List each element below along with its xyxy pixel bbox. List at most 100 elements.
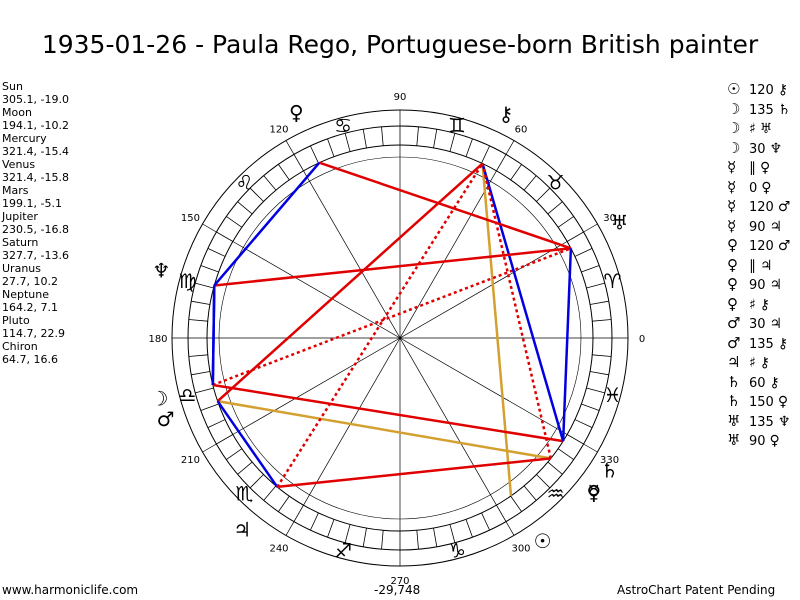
- tick-mark: [566, 231, 584, 242]
- aspect-row: ☽ 30 ♆: [727, 139, 790, 159]
- aspect-planet-a-icon: ♅: [727, 431, 741, 449]
- planet-icon: ♂: [157, 407, 175, 431]
- planet-icon: ♅: [611, 211, 629, 235]
- position-name: Moon: [2, 106, 32, 119]
- aspect-row: ♂ 135 ⚷: [727, 334, 790, 354]
- aspect-list: ☉ 120 ⚷ ☽ 135 ♄ ☽ ♯ ♅ ☽ 30 ♆ ☿ ∥ ♀ ☿ 0 ♀ ☿ 120 ♂ ☿ 90 ♃ ♀ 120 ♂ ♀ ∥ ♃…: [727, 80, 790, 451]
- tick-mark: [200, 403, 219, 411]
- aspect-planet-a-icon: ♀: [727, 294, 738, 313]
- aspect-row: ♀ ♯ ⚷: [727, 295, 790, 315]
- zodiac-sign-icon: ♓: [604, 383, 622, 407]
- position-value: 64.7, 16.6: [2, 353, 58, 366]
- tick-mark: [310, 145, 319, 164]
- zodiac-sign-icon: ♋: [334, 113, 352, 137]
- tick-mark: [581, 265, 600, 273]
- tick-mark: [216, 231, 234, 242]
- aspect-line: [211, 285, 216, 386]
- degree-label: 60: [515, 124, 528, 135]
- aspect-line: [212, 383, 564, 443]
- aspect-row: ♀ ∥ ♃: [727, 256, 790, 276]
- tick-mark: [481, 145, 490, 164]
- aspect-symbol: ∥: [749, 257, 756, 274]
- tick-mark: [465, 519, 473, 538]
- zodiac-sign-icon: ♈: [604, 269, 622, 293]
- aspect-planet-a-icon: ☿: [727, 158, 737, 176]
- zodiac-sign-icon: ♌: [235, 170, 253, 194]
- tick-mark: [237, 461, 253, 475]
- aspect-planet-b-icon: ♂: [777, 238, 791, 254]
- tick-mark: [481, 512, 490, 531]
- planet-icon: ♄: [601, 459, 619, 483]
- aspect-line: [277, 457, 551, 489]
- tick-mark: [416, 530, 419, 550]
- aspect-angle: 30: [749, 317, 766, 332]
- degree-label: 0: [639, 334, 645, 345]
- tick-mark: [449, 133, 456, 152]
- tick-mark: [536, 187, 551, 202]
- degree-label: 90: [394, 92, 407, 103]
- footer-patent-note: AstroChart Patent Pending: [617, 583, 776, 597]
- aspect-line: [214, 247, 572, 287]
- aspect-row: ☽ 135 ♄: [727, 100, 790, 120]
- aspect-planet-b-icon: ♆: [777, 413, 791, 430]
- aspect-planet-b-icon: ♀: [760, 160, 771, 176]
- tick-mark: [586, 387, 605, 394]
- position-value: 164.2, 7.1: [2, 301, 58, 314]
- tick-mark: [496, 154, 507, 172]
- position-value: 321.4, -15.4: [2, 145, 69, 158]
- degree-label: 240: [269, 544, 288, 555]
- tick-mark: [433, 129, 438, 149]
- aspect-symbol: ∥: [749, 160, 756, 176]
- chart-title: 1935-01-26 - Paula Rego, Portuguese-born…: [41, 30, 759, 59]
- position-name: Neptune: [2, 288, 50, 301]
- inner-spoke-line: [232, 241, 568, 435]
- position-name: Venus: [2, 158, 36, 171]
- aspect-planet-a-icon: ♄: [727, 372, 741, 391]
- zodiac-sign-icon: ♒: [547, 482, 565, 506]
- aspect-line: [217, 399, 552, 460]
- aspect-planet-b-icon: ⚷: [769, 374, 780, 391]
- zodiac-sign-icon: ♏: [235, 482, 253, 506]
- tick-mark: [557, 216, 574, 228]
- tick-mark: [226, 448, 243, 460]
- position-name: Mars: [2, 184, 29, 197]
- aspect-planet-a-icon: ♂: [727, 333, 741, 352]
- tick-mark: [381, 530, 384, 550]
- degree-label: 330: [600, 455, 619, 466]
- aspect-planet-a-icon: ☿: [727, 216, 737, 235]
- aspect-angle: 30: [749, 141, 766, 157]
- aspect-row: ☿ 0 ♀: [727, 178, 790, 198]
- aspect-row: ♀ 90 ♃: [727, 275, 790, 295]
- aspect-planet-a-icon: ♀: [727, 236, 738, 254]
- tick-mark: [574, 248, 593, 257]
- tick-mark: [574, 419, 593, 428]
- tick-mark: [586, 282, 605, 289]
- aspect-planet-b-icon: ♀: [769, 433, 780, 449]
- aspect-planet-b-icon: ♅: [759, 121, 773, 137]
- tick-mark: [381, 126, 384, 146]
- aspect-symbol: ♯: [749, 121, 756, 137]
- aspect-angle: 135: [749, 414, 774, 430]
- tick-mark: [510, 164, 522, 181]
- aspect-row: ♅ 135 ♆: [727, 412, 790, 432]
- tick-mark: [249, 474, 264, 489]
- aspect-planet-b-icon: ⚷: [759, 355, 771, 371]
- outer-ring: [171, 109, 629, 567]
- aspect-planet-b-icon: ♃: [769, 277, 783, 293]
- aspect-planet-a-icon: ☿: [727, 197, 737, 215]
- tick-mark: [191, 300, 211, 305]
- position-value: 230.5, -16.8: [2, 223, 69, 236]
- tick-mark: [566, 434, 584, 445]
- planet-icon: ☽: [151, 386, 169, 410]
- aspect-angle: 0: [749, 180, 758, 196]
- position-value: 114.7, 22.9: [2, 327, 65, 340]
- position-name: Mercury: [2, 132, 47, 145]
- aspect-symbol: ♯: [749, 355, 756, 371]
- degree-label: 180: [148, 334, 167, 345]
- tick-mark: [362, 527, 367, 547]
- tick-mark: [200, 265, 219, 273]
- aspect-row: ☽ ♯ ♅: [727, 119, 790, 139]
- aspect-line: [481, 163, 553, 459]
- aspect-planet-b-icon: ⚷: [759, 296, 771, 313]
- footer-website[interactable]: www.harmoniclife.com: [2, 583, 139, 597]
